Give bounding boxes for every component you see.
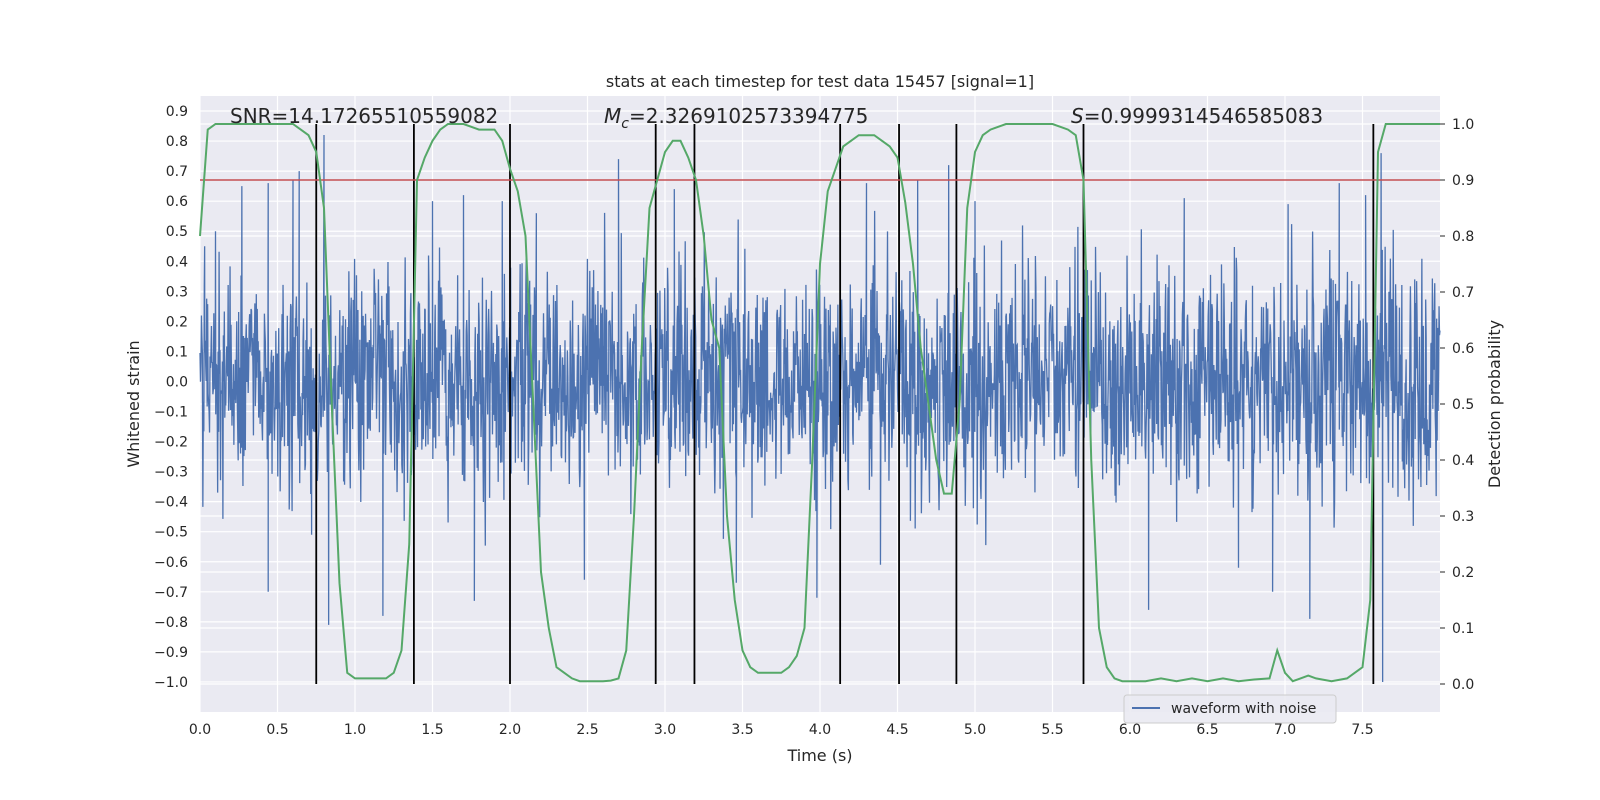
- y-left-tick-label: −0.3: [154, 465, 188, 481]
- y-axis-left-label: Whitened strain: [124, 340, 143, 467]
- y-left-tick-label: −0.5: [154, 525, 188, 541]
- x-axis-label: Time (s): [786, 746, 852, 765]
- y-left-tick-label: 0.0: [166, 374, 188, 390]
- waveform-with-noise-series: [199, 135, 1441, 682]
- chirp-mass-annotation: Mc=2.3269102573394775: [604, 104, 868, 132]
- x-tick-label: 5.0: [964, 722, 986, 738]
- x-tick-label: 6.0: [1119, 722, 1141, 738]
- x-tick-label: 2.5: [576, 722, 598, 738]
- y-left-tick-label: 0.6: [166, 194, 188, 210]
- x-tick-label: 4.0: [809, 722, 831, 738]
- detection-probability-line: [199, 123, 1440, 683]
- y-left-tick-label: −0.7: [154, 585, 188, 601]
- significance-annotation: S=0.9999314546585083: [1071, 104, 1323, 128]
- x-tick-label: 3.0: [654, 722, 676, 738]
- y-left-tick-label: 0.1: [166, 344, 188, 360]
- significance-symbol: S: [1071, 104, 1084, 128]
- y-right-tick-label: 0.4: [1452, 453, 1474, 469]
- x-tick-labels: 0.0 0.5 1.0 1.5 2.0 2.5 3.0 3.5 4.0 4.5 5.0 5.5 6.0 6…: [189, 722, 1374, 738]
- y-right-tick-label: 0.6: [1452, 341, 1474, 357]
- chirp-mass-value: =2.3269102573394775: [629, 104, 868, 128]
- y-axis-right-label: Detection probability: [1485, 320, 1504, 488]
- significance-value: =0.9999314546585083: [1084, 104, 1323, 128]
- chart-title: stats at each timestep for test data 154…: [606, 72, 1034, 91]
- y-left-tick-label: 0.2: [166, 314, 188, 330]
- x-tick-label: 3.5: [731, 722, 753, 738]
- y-right-tick-label: 0.0: [1452, 677, 1474, 693]
- x-tick-label: 0.0: [189, 722, 211, 738]
- waveform-line: [199, 135, 1441, 682]
- legend-box: [1123, 694, 1337, 724]
- y-right-tick-label: 0.1: [1452, 621, 1474, 637]
- y-left-tick-label: 0.5: [166, 224, 188, 240]
- x-tick-label: 5.5: [1041, 722, 1063, 738]
- y-right-tick-label: 0.5: [1452, 397, 1474, 413]
- y-left-tick-label: −0.2: [154, 435, 188, 451]
- chirp-mass-subscript: c: [621, 116, 629, 132]
- y-right-tick-label: 0.8: [1452, 229, 1474, 245]
- y-right-tick-label: 0.9: [1452, 173, 1474, 189]
- y-left-tick-label: 0.7: [166, 164, 188, 180]
- y-left-tick-label: −0.1: [154, 405, 188, 421]
- x-tick-label: 7.0: [1274, 722, 1296, 738]
- x-tick-label: 0.5: [266, 722, 288, 738]
- chirp-mass-symbol: M: [604, 104, 621, 128]
- x-tick-label: 1.0: [344, 722, 366, 738]
- y-left-tick-label: −0.4: [154, 495, 188, 511]
- y-right-tick-label: 0.7: [1452, 285, 1474, 301]
- y-left-tick-label: 0.9: [166, 104, 188, 120]
- y-left-tick-label: −1.0: [154, 675, 188, 691]
- x-tick-label: 1.5: [421, 722, 443, 738]
- y-left-tick-labels: −1.0 −0.9 −0.8 −0.7 −0.6 −0.5 −0.4 −0.3 −0.2 −0.1…: [154, 104, 188, 691]
- y-right-tick-label: 0.2: [1452, 565, 1474, 581]
- y-left-tick-label: 0.8: [166, 134, 188, 150]
- y-right-tick-label: 0.3: [1452, 509, 1474, 525]
- legend-entry-waveform: waveform with noise: [1171, 701, 1316, 717]
- y-right-tick-label: 1.0: [1452, 117, 1474, 133]
- x-tick-label: 7.5: [1351, 722, 1373, 738]
- x-tick-label: 6.5: [1196, 722, 1218, 738]
- y-right-tick-labels: 0.0 0.1 0.2 0.3 0.4 0.5 0.6 0.7 0.8 0.9 1.0: [1440, 117, 1474, 693]
- detection-probability-series: [199, 123, 1440, 683]
- legend: waveform with noise: [1123, 694, 1337, 724]
- y-left-tick-label: −0.6: [154, 555, 188, 571]
- y-left-tick-label: −0.9: [154, 645, 188, 661]
- x-tick-label: 4.5: [886, 722, 908, 738]
- x-tick-label: 2.0: [499, 722, 521, 738]
- y-left-tick-label: 0.3: [166, 284, 188, 300]
- y-left-tick-label: 0.4: [166, 254, 188, 270]
- y-left-tick-label: −0.8: [154, 615, 188, 631]
- snr-annotation: SNR=14.17265510559082: [230, 104, 498, 128]
